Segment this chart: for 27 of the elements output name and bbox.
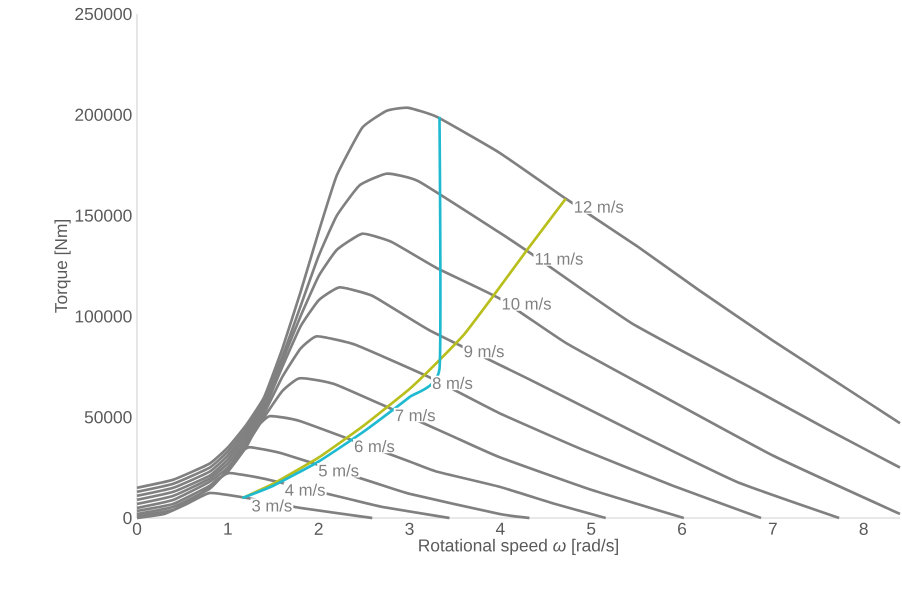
series-label: 11 m/s (536, 252, 583, 265)
x-tick-label: 0 (132, 522, 142, 535)
x-tick-label: 1 (224, 522, 232, 535)
x-tick-label: 7 (768, 522, 777, 535)
series-label: 9 m/s (464, 345, 504, 358)
series-label: 10 m/s (502, 297, 551, 310)
series-label: 5 m/s (318, 464, 358, 476)
series-label: 7 m/s (396, 408, 435, 422)
y-tick-label: 150000 (76, 209, 132, 222)
y-axis-title: Torque [Nm] (54, 220, 71, 313)
y-tick-label: 200000 (75, 108, 132, 121)
series-label: 3 m/s (252, 499, 292, 512)
x-tick-label: 6 (678, 522, 686, 535)
y-tick-label: 0 (123, 512, 132, 524)
x-tick-label: 8 (860, 522, 868, 535)
x-tick-label: 3 (405, 522, 414, 535)
y-tick-label: 50000 (84, 411, 132, 424)
series-label: 12 m/s (575, 200, 624, 213)
x-tick-label: 2 (314, 522, 323, 535)
x-axis-title: Rotational speed ω [rad/s] (419, 538, 618, 555)
y-tick-label: 250000 (75, 8, 132, 20)
x-tick-label: 5 (587, 522, 596, 535)
x-tick-label: 4 (496, 522, 505, 535)
series-label: 4 m/s (285, 484, 325, 496)
series-label: 6 m/s (354, 440, 394, 452)
series-label: 8 m/s (432, 376, 472, 390)
y-tick-label: 100000 (76, 310, 132, 323)
